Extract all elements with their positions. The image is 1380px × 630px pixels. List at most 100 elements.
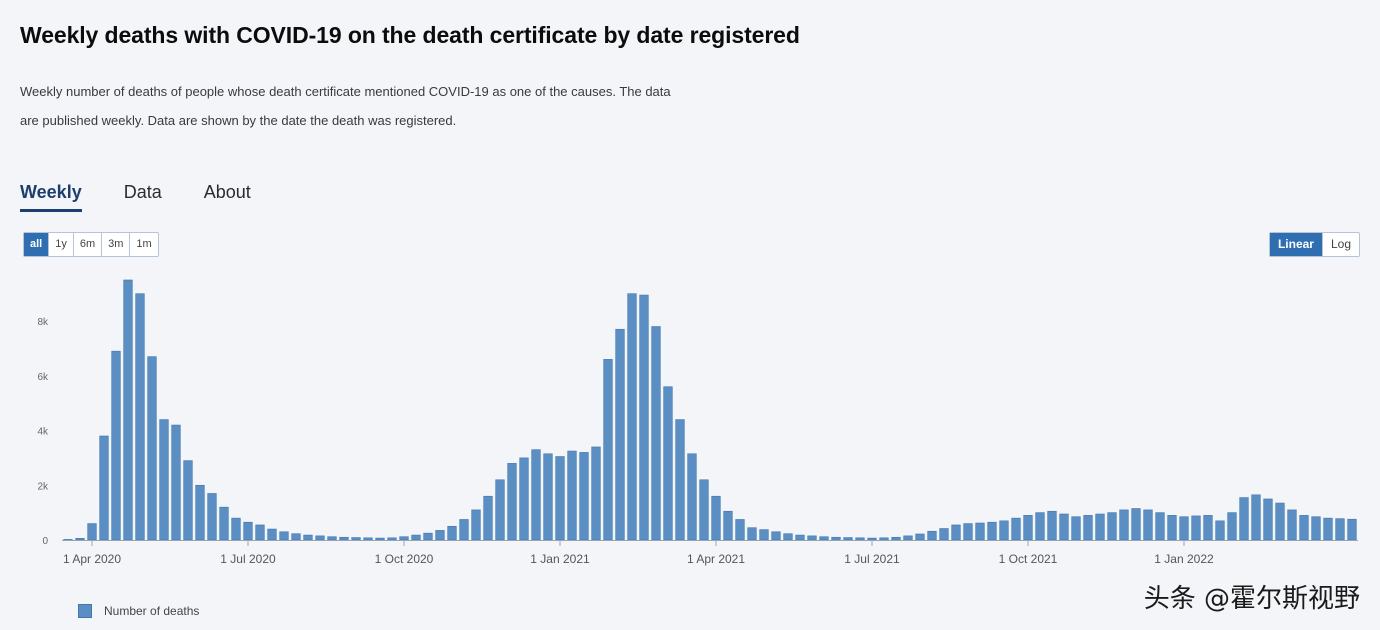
tab-about[interactable]: About (203, 182, 251, 202)
bar[interactable] (747, 527, 757, 541)
bar[interactable] (1095, 513, 1105, 541)
bar[interactable] (627, 293, 637, 541)
bar[interactable] (411, 534, 421, 541)
bar[interactable] (219, 506, 229, 541)
bar[interactable] (1083, 515, 1093, 541)
bar[interactable] (1347, 518, 1357, 541)
bar[interactable] (1323, 517, 1333, 541)
bar[interactable] (171, 424, 181, 541)
bar[interactable] (363, 537, 373, 541)
bar[interactable] (579, 452, 589, 541)
bar[interactable] (75, 538, 85, 541)
bar[interactable] (291, 533, 301, 541)
bar[interactable] (1167, 515, 1177, 541)
bar[interactable] (1239, 497, 1249, 541)
bar[interactable] (435, 530, 445, 541)
bar[interactable] (819, 536, 829, 541)
bar[interactable] (843, 537, 853, 541)
bar[interactable] (663, 386, 673, 541)
bar[interactable] (1251, 494, 1261, 541)
bar[interactable] (1155, 512, 1165, 541)
bar[interactable] (1191, 515, 1201, 541)
bar[interactable] (1059, 513, 1069, 541)
bar[interactable] (939, 528, 949, 541)
bar[interactable] (1263, 498, 1273, 541)
bar[interactable] (591, 446, 601, 541)
bar[interactable] (135, 293, 145, 541)
bar[interactable] (327, 536, 337, 541)
bar[interactable] (1107, 512, 1117, 541)
bar[interactable] (687, 453, 697, 541)
bar[interactable] (243, 521, 253, 541)
bar[interactable] (807, 535, 817, 541)
bar[interactable] (543, 453, 553, 541)
bar[interactable] (951, 524, 961, 541)
bar[interactable] (1119, 509, 1129, 541)
bar[interactable] (159, 419, 169, 541)
bar[interactable] (1275, 502, 1285, 541)
range-all-button[interactable]: all (24, 233, 50, 256)
bar[interactable] (1131, 508, 1141, 541)
bar[interactable] (759, 529, 769, 541)
bar[interactable] (867, 537, 877, 541)
bar[interactable] (567, 450, 577, 541)
bar[interactable] (531, 449, 541, 541)
bar[interactable] (183, 460, 193, 541)
bar[interactable] (651, 326, 661, 541)
bar[interactable] (99, 435, 109, 541)
bar[interactable] (279, 531, 289, 541)
bar[interactable] (1287, 509, 1297, 541)
bar[interactable] (387, 537, 397, 541)
bar[interactable] (339, 536, 349, 541)
scale-linear-button[interactable]: Linear (1269, 233, 1323, 256)
bar[interactable] (639, 294, 649, 541)
bar[interactable] (711, 495, 721, 541)
bar[interactable] (507, 463, 517, 541)
bar[interactable] (267, 528, 277, 541)
bar[interactable] (855, 537, 865, 541)
bar[interactable] (795, 534, 805, 541)
bar[interactable] (1215, 520, 1225, 541)
bar[interactable] (975, 522, 985, 541)
bar[interactable] (1071, 516, 1081, 541)
tab-weekly[interactable]: Weekly (20, 182, 82, 212)
bar[interactable] (879, 537, 889, 541)
bar[interactable] (375, 537, 385, 541)
bar[interactable] (1335, 518, 1345, 541)
scale-log-button[interactable]: Log (1330, 237, 1351, 251)
bar[interactable] (927, 530, 937, 541)
range-6m-button[interactable]: 6m (74, 233, 103, 256)
bar[interactable] (195, 484, 205, 541)
bar[interactable] (1035, 512, 1045, 541)
bar[interactable] (615, 328, 625, 541)
bar[interactable] (423, 532, 433, 541)
bar[interactable] (483, 495, 493, 541)
bar[interactable] (555, 456, 565, 541)
bar[interactable] (1179, 516, 1189, 541)
tab-data[interactable]: Data (123, 182, 162, 202)
bar[interactable] (447, 526, 457, 541)
bar[interactable] (1011, 517, 1021, 541)
bar[interactable] (207, 493, 217, 541)
bar[interactable] (699, 479, 709, 541)
bar[interactable] (231, 517, 241, 541)
bar[interactable] (783, 533, 793, 541)
range-1y-button[interactable]: 1y (49, 233, 74, 256)
bar[interactable] (399, 536, 409, 541)
bar[interactable] (1227, 512, 1237, 541)
bar[interactable] (87, 523, 97, 541)
bar[interactable] (351, 537, 361, 541)
bar[interactable] (1023, 515, 1033, 541)
bar[interactable] (891, 536, 901, 541)
bar[interactable] (459, 519, 469, 541)
bar[interactable] (771, 531, 781, 541)
bar[interactable] (603, 359, 613, 541)
bar[interactable] (987, 521, 997, 541)
bar[interactable] (963, 523, 973, 541)
bar[interactable] (255, 524, 265, 541)
range-3m-button[interactable]: 3m (102, 233, 131, 256)
bar[interactable] (303, 534, 313, 541)
bar[interactable] (1143, 509, 1153, 541)
bar[interactable] (903, 535, 913, 541)
bar[interactable] (471, 509, 481, 541)
